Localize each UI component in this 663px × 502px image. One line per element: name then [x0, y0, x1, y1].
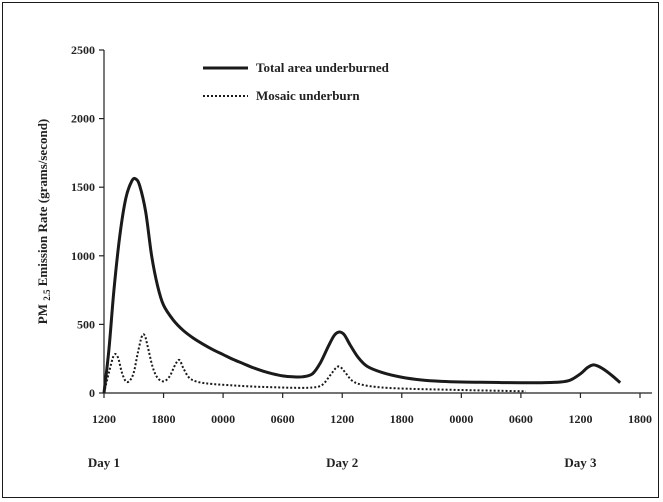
x-tick-label: 1200	[330, 412, 354, 426]
series-line-total-area-underburned	[102, 176, 622, 394]
y-tick-label: 1500	[71, 180, 95, 194]
labels: 0 500 1000 1500 2000 2500 1200 1800 0000 0600 1200…	[35, 43, 652, 470]
y-tick-label: 0	[89, 386, 95, 400]
chart-frame	[2, 2, 659, 498]
x-tick-label: 0000	[449, 412, 473, 426]
x-tick-label: 0000	[211, 412, 235, 426]
y-tick-label: 1000	[71, 249, 95, 263]
y-axis-title-rest: Emission Rate (grams/second)	[35, 119, 50, 290]
day-label: Day 2	[326, 455, 358, 470]
axes	[99, 49, 652, 398]
x-tick-label: 1800	[152, 412, 176, 426]
y-tick-label: 500	[77, 317, 95, 331]
legend-label-mosaic-underburn: Mosaic underburn	[256, 88, 360, 103]
legend-label-total-area-underburned: Total area underburned	[256, 60, 390, 75]
series-layer	[102, 176, 622, 394]
day-label: Day 1	[88, 455, 120, 470]
x-tick-label: 1800	[628, 412, 652, 426]
series-line-mosaic-underburn	[103, 333, 526, 394]
x-tick-label: 1800	[390, 412, 414, 426]
y-tick-label: 2500	[71, 43, 95, 57]
y-tick-label: 2000	[71, 112, 95, 126]
y-axis-title: PM 2.5 Emission Rate (grams/second)	[35, 119, 52, 325]
x-tick-label: 1200	[568, 412, 592, 426]
x-tick-label: 1200	[92, 412, 116, 426]
x-tick-label: 0600	[509, 412, 533, 426]
day-label: Day 3	[564, 455, 597, 470]
y-axis-title-subscript: 2.5	[42, 289, 52, 301]
legend: Total area underburned Mosaic underburn	[203, 60, 390, 103]
x-tick-label: 0600	[271, 412, 295, 426]
y-axis-title-main: PM	[35, 301, 50, 324]
